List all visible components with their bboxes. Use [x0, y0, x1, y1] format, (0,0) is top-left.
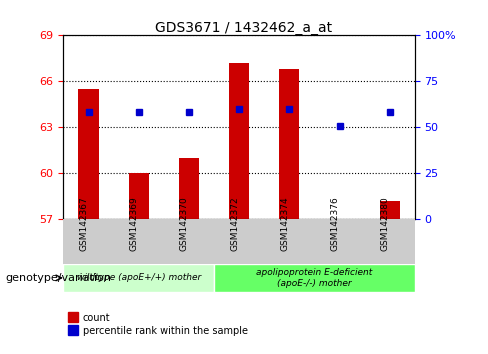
Text: GSM142376: GSM142376 — [330, 196, 340, 251]
Bar — [229, 63, 249, 219]
Legend: count, percentile rank within the sample: count, percentile rank within the sample — [68, 313, 248, 336]
Text: GSM142372: GSM142372 — [230, 196, 239, 251]
Bar — [79, 89, 99, 219]
Text: GSM142369: GSM142369 — [130, 196, 139, 251]
Bar — [279, 69, 299, 219]
Bar — [63, 264, 214, 292]
Bar — [380, 201, 400, 219]
Bar — [129, 173, 149, 219]
Bar — [214, 264, 415, 292]
Text: GSM142370: GSM142370 — [180, 196, 189, 251]
Text: GSM142367: GSM142367 — [80, 196, 88, 251]
Text: wildtype (apoE+/+) mother: wildtype (apoE+/+) mother — [77, 273, 201, 282]
Text: GSM142380: GSM142380 — [381, 196, 390, 251]
Text: apolipoprotein E-deficient
(apoE-/-) mother: apolipoprotein E-deficient (apoE-/-) mot… — [256, 268, 372, 287]
Text: GSM142374: GSM142374 — [280, 196, 289, 251]
Text: genotype/variation: genotype/variation — [5, 273, 111, 283]
Text: GDS3671 / 1432462_a_at: GDS3671 / 1432462_a_at — [156, 21, 332, 35]
Bar — [179, 158, 199, 219]
